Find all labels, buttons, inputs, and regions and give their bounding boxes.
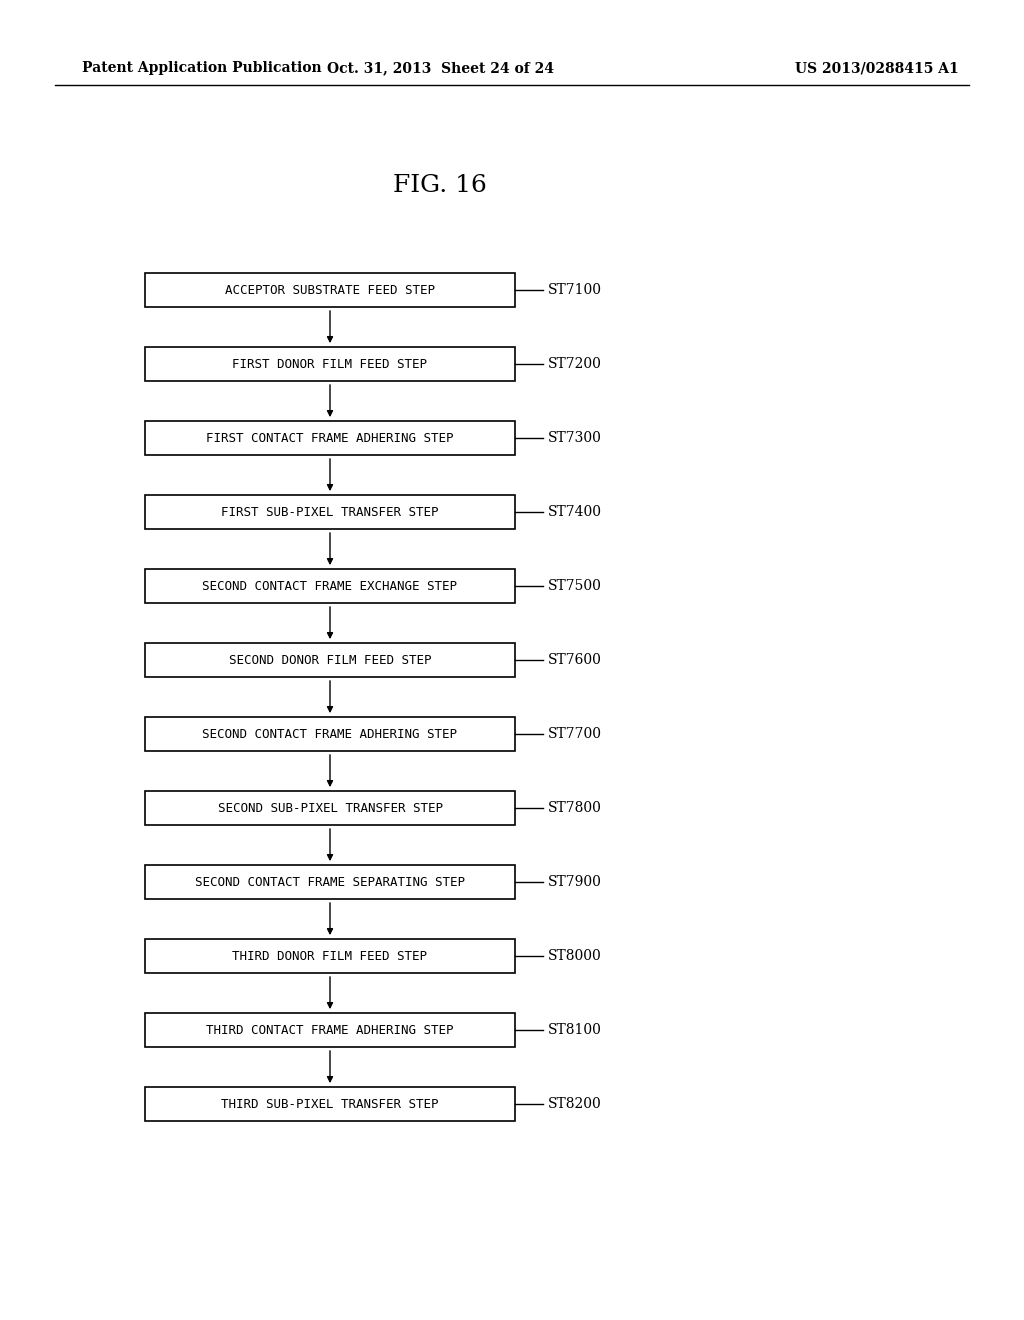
- Text: SECOND CONTACT FRAME EXCHANGE STEP: SECOND CONTACT FRAME EXCHANGE STEP: [203, 579, 458, 593]
- Text: ST8100: ST8100: [548, 1023, 602, 1038]
- Text: THIRD CONTACT FRAME ADHERING STEP: THIRD CONTACT FRAME ADHERING STEP: [206, 1023, 454, 1036]
- Text: ST8000: ST8000: [548, 949, 602, 964]
- Bar: [145, 273, 515, 308]
- Text: FIRST DONOR FILM FEED STEP: FIRST DONOR FILM FEED STEP: [232, 358, 427, 371]
- Text: ST7900: ST7900: [548, 875, 602, 888]
- Bar: [145, 939, 515, 973]
- Bar: [145, 421, 515, 455]
- Text: SECOND CONTACT FRAME SEPARATING STEP: SECOND CONTACT FRAME SEPARATING STEP: [195, 875, 465, 888]
- Bar: [145, 865, 515, 899]
- Text: ACCEPTOR SUBSTRATE FEED STEP: ACCEPTOR SUBSTRATE FEED STEP: [225, 284, 435, 297]
- Bar: [145, 717, 515, 751]
- Text: SECOND CONTACT FRAME ADHERING STEP: SECOND CONTACT FRAME ADHERING STEP: [203, 727, 458, 741]
- Text: ST7600: ST7600: [548, 653, 602, 667]
- Text: THIRD DONOR FILM FEED STEP: THIRD DONOR FILM FEED STEP: [232, 949, 427, 962]
- Text: ST7500: ST7500: [548, 579, 602, 593]
- Text: SECOND SUB-PIXEL TRANSFER STEP: SECOND SUB-PIXEL TRANSFER STEP: [217, 801, 442, 814]
- Text: ST7400: ST7400: [548, 506, 602, 519]
- Text: ST7800: ST7800: [548, 801, 602, 814]
- Text: SECOND DONOR FILM FEED STEP: SECOND DONOR FILM FEED STEP: [228, 653, 431, 667]
- Text: ST8200: ST8200: [548, 1097, 602, 1111]
- Text: ST7300: ST7300: [548, 432, 602, 445]
- Bar: [145, 347, 515, 381]
- Text: ST7700: ST7700: [548, 727, 602, 741]
- Text: Patent Application Publication: Patent Application Publication: [82, 61, 322, 75]
- Bar: [145, 1086, 515, 1121]
- Bar: [145, 791, 515, 825]
- Text: FIRST CONTACT FRAME ADHERING STEP: FIRST CONTACT FRAME ADHERING STEP: [206, 432, 454, 445]
- Bar: [145, 643, 515, 677]
- Text: THIRD SUB-PIXEL TRANSFER STEP: THIRD SUB-PIXEL TRANSFER STEP: [221, 1097, 438, 1110]
- Text: ST7100: ST7100: [548, 282, 602, 297]
- Text: US 2013/0288415 A1: US 2013/0288415 A1: [796, 61, 959, 75]
- Bar: [145, 495, 515, 529]
- Text: Oct. 31, 2013  Sheet 24 of 24: Oct. 31, 2013 Sheet 24 of 24: [327, 61, 554, 75]
- Bar: [145, 569, 515, 603]
- Bar: [145, 1012, 515, 1047]
- Text: FIRST SUB-PIXEL TRANSFER STEP: FIRST SUB-PIXEL TRANSFER STEP: [221, 506, 438, 519]
- Text: ST7200: ST7200: [548, 356, 602, 371]
- Text: FIG. 16: FIG. 16: [393, 173, 487, 197]
